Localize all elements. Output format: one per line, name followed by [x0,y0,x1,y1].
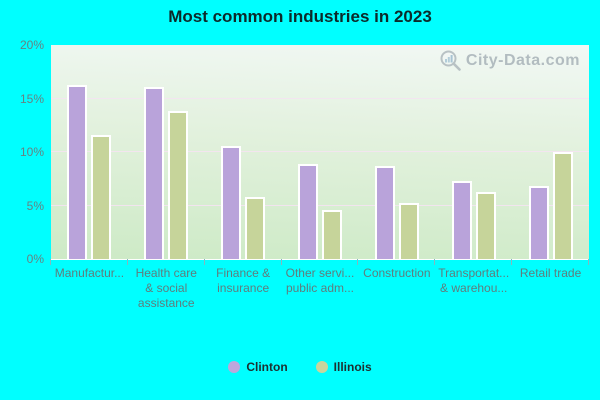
bar-illinois-4 [321,209,342,259]
y-axis-label-20pct: 20% [19,38,44,52]
bar-group-4 [282,45,359,259]
gridline-5 [51,204,589,206]
y-axis-label-5pct: 5% [26,198,44,213]
x-axis-tick [588,259,589,265]
x-axis-tick [511,259,513,265]
y-axis-label-10pct: 10% [19,145,44,159]
x-axis-label-4: Other servi... public adm... [285,266,355,295]
bar-group-6 [435,45,512,259]
legend-label-illinois: Illinois [333,360,372,374]
plot-area: City-Data.com [51,45,589,260]
bar-clinton-5 [374,165,395,259]
bar-clinton-1 [67,84,88,259]
x-axis-tick [126,259,128,265]
bar-group-2 [128,45,205,259]
bar-clinton-4 [297,163,318,259]
x-axis-label-2: Health care & social assistance [135,266,197,310]
legend-label-clinton: Clinton [246,360,288,374]
x-axis-tick [357,259,359,265]
x-axis-tick [203,259,205,265]
x-axis-label-7: Retail trade [519,266,582,280]
bar-illinois-7 [552,152,573,259]
x-axis-tick [50,259,51,265]
gridline-10 [51,151,589,152]
x-axis-label-3: Finance & insurance [216,266,271,295]
legend-swatch-clinton [228,361,241,373]
bar-clinton-2 [144,86,165,259]
y-axis-label-15pct: 15% [19,91,44,106]
legend-item-illinois: Illinois [315,360,372,374]
x-axis-tick [434,259,436,265]
bar-group-7 [512,45,589,259]
watermark-text: City-Data.com [465,52,580,69]
legend: Clinton Illinois [0,360,600,374]
x-axis-labels: Manufactur... Health care & social assist… [51,266,589,326]
legend-item-clinton: Clinton [228,360,288,374]
bar-group-1 [51,45,128,259]
x-axis-label-6: Transportat... & warehou... [438,266,510,295]
y-axis: 20% 15% 10% 5% 0% [0,38,44,266]
x-axis-tick [280,259,282,265]
y-axis-label-0pct: 0% [26,252,44,266]
bar-illinois-2 [168,111,189,259]
gridline-15 [51,97,589,99]
x-axis-label-1: Manufactur... [54,266,125,280]
magnifier-bar-chart-icon [440,50,461,71]
bar-illinois-3 [245,196,266,259]
x-axis-ticks [50,259,589,265]
bar-illinois-5 [398,203,419,259]
bar-illinois-6 [475,191,496,259]
bar-illinois-1 [91,134,112,259]
watermark-citydata[interactable]: City-Data.com [439,49,580,73]
bar-clinton-3 [221,145,242,259]
x-axis-label-5: Construction [363,266,431,280]
legend-swatch-illinois [315,361,328,373]
bar-clinton-7 [528,186,549,259]
bar-group-3 [205,45,282,259]
bar-clinton-6 [451,180,472,259]
chart-title: Most common industries in 2023 [168,7,432,26]
bar-group-5 [358,45,435,259]
